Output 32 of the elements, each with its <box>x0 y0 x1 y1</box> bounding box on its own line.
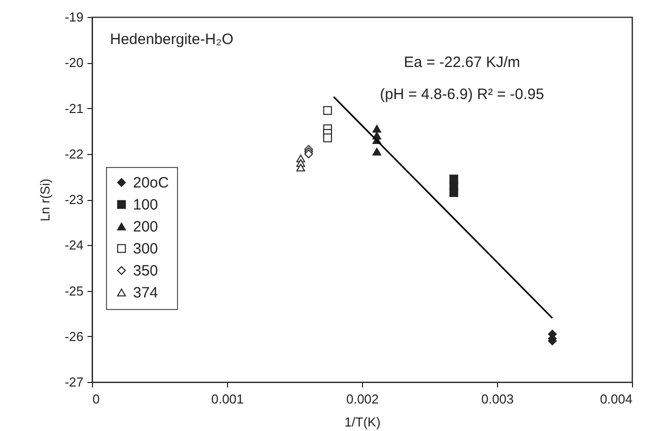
y-tick-label: -23 <box>64 192 84 207</box>
y-tick-label: -27 <box>64 374 84 390</box>
x-axis-title: 1/T(K) <box>344 414 381 430</box>
x-tick-label: 0.001 <box>211 392 244 406</box>
x-tick-label: 0.002 <box>346 392 379 406</box>
legend-label: 200 <box>133 218 158 236</box>
y-tick-label: -19 <box>64 10 84 24</box>
point <box>323 134 332 142</box>
legend-label: 350 <box>133 262 158 280</box>
point <box>449 188 458 198</box>
point <box>323 106 332 115</box>
point <box>372 124 382 133</box>
x-tick-label: 0 <box>92 392 100 406</box>
y-tick-label: -22 <box>64 146 84 162</box>
x-tick-label: 0.003 <box>481 392 514 406</box>
annotation: Hedenbergite-H₂O <box>110 31 234 48</box>
legend-label: 374 <box>133 284 158 302</box>
y-tick-label: -20 <box>64 55 84 70</box>
point <box>372 148 382 156</box>
y-tick-label: -24 <box>64 238 84 253</box>
legend-label: 20oC <box>133 174 170 192</box>
y-tick-label: -21 <box>64 100 84 116</box>
y-tick-label: -26 <box>64 328 84 344</box>
y-tick-label: -25 <box>64 283 84 298</box>
point <box>296 164 306 172</box>
legend-label: 100 <box>133 196 158 214</box>
point <box>304 150 314 158</box>
annotation: Ea = -22.67 KJ/m <box>404 54 520 71</box>
annotation: (pH = 4.8-6.9) R² = -0.95 <box>380 86 544 103</box>
y-axis-title: Ln r(Si) <box>38 178 53 222</box>
x-tick-label: 0.004 <box>600 392 632 406</box>
legend-label: 300 <box>133 240 158 258</box>
